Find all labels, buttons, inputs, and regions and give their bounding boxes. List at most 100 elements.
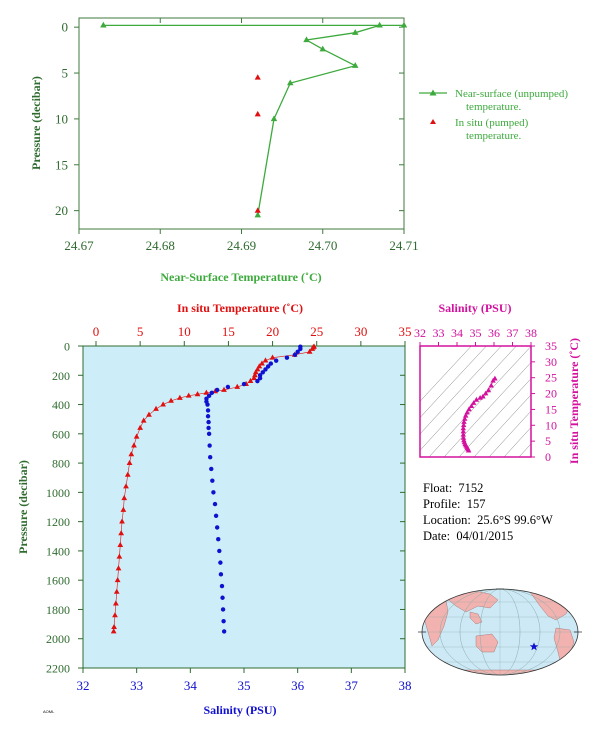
ts-density-contour (525, 326, 601, 467)
salinity-tick-label: 38 (399, 678, 412, 693)
salinity-point (206, 419, 211, 425)
near-surface-xtick-label: 24.67 (64, 238, 94, 253)
land-south-america (553, 627, 575, 669)
pressure-tick-label: 2000 (46, 632, 70, 646)
temperature-tick-label: 10 (178, 324, 191, 339)
near-surface-pumped-point (254, 110, 261, 117)
ts-point (468, 403, 475, 409)
near-surface-unpumped-point (400, 21, 408, 28)
pressure-tick-label: 1000 (46, 486, 70, 500)
salinity-point (218, 572, 224, 577)
ts-ytick-label: 30 (545, 355, 557, 369)
ts-xtick-label: 38 (525, 326, 537, 340)
salinity-point (206, 431, 212, 437)
salinity-point (205, 408, 211, 413)
temperature-point (140, 417, 147, 423)
temperature-point (120, 506, 127, 512)
ts-point (482, 390, 489, 396)
salinity-point (211, 490, 216, 495)
ts-point (470, 400, 477, 405)
ts-ytick-label: 5 (545, 434, 551, 448)
salinity-point (214, 387, 220, 393)
near-surface-ytick-label: 10 (55, 111, 68, 126)
temperature-tick-label: 0 (93, 324, 100, 339)
profile-bottom-xlabel: Salinity (PSU) (203, 703, 276, 717)
temperature-point (146, 411, 152, 417)
temperature-point (118, 530, 125, 536)
near-surface-series (100, 21, 408, 218)
ts-density-contour (420, 346, 502, 435)
temperature-point (203, 389, 210, 395)
ts-point (480, 393, 486, 399)
salinity-point (219, 583, 225, 589)
legend-label-unpumped-2: temperature. (466, 101, 522, 113)
profile-series (110, 343, 317, 634)
ts-ytick-label: 20 (545, 387, 557, 401)
temperature-tick-label: 30 (354, 324, 367, 339)
ts-xtick-label: 32 (414, 326, 426, 340)
ts-point (460, 434, 467, 440)
near-surface-unpumped-point (270, 115, 278, 122)
temperature-tick-label: 25 (310, 324, 323, 339)
float-row: Float: 7152 (423, 481, 484, 495)
temperature-point (133, 433, 140, 439)
ts-density-contour (420, 346, 517, 451)
near-surface-ytick-label: 5 (62, 66, 69, 81)
ts-xtick-label: 34 (451, 326, 463, 340)
temperature-point (251, 375, 257, 381)
near-surface-legend: Near-surface (unpumped) temperature. In … (419, 88, 568, 142)
location-map (418, 588, 582, 676)
salinity-point (221, 618, 226, 624)
pressure-tick-label: 0 (64, 340, 70, 354)
near-surface-xlabel: Near-Surface Temperature (˚C) (160, 270, 321, 284)
profile-number: 157 (466, 497, 486, 511)
salinity-point (268, 361, 274, 366)
near-surface-unpumped-point (352, 29, 359, 35)
salinity-point (265, 364, 271, 369)
ts-density-contour (443, 362, 531, 457)
salinity-point (205, 402, 210, 407)
near-surface-unpumped-line (103, 24, 404, 216)
temperature-point (137, 424, 144, 430)
ts-point (462, 415, 468, 421)
salinity-tick-label: 33 (130, 678, 143, 693)
near-surface-xtick-label: 24.69 (227, 238, 256, 253)
pressure-tick-label: 800 (52, 457, 70, 471)
pressure-tick-label: 200 (52, 369, 70, 383)
salinity-point (217, 548, 222, 554)
temperature-point (168, 397, 174, 403)
near-surface-ytick-label: 20 (55, 203, 68, 218)
temperature-point (112, 600, 119, 606)
ts-xlabel: Salinity (PSU) (438, 301, 511, 315)
near-surface-pumped-point (254, 207, 261, 213)
near-surface-unpumped-point (100, 21, 107, 28)
legend-label-pumped-1: In situ (pumped) (455, 117, 529, 129)
salinity-point (255, 378, 260, 384)
date-row: Date: 04/01/2015 (423, 529, 514, 543)
temperature-tick-label: 20 (266, 324, 279, 339)
temperature-point (112, 612, 118, 618)
pressure-tick-label: 1200 (46, 515, 70, 529)
pressure-tick-label: 600 (52, 427, 70, 441)
location-value: 25.6°S 99.6°W (477, 513, 553, 527)
ts-density-contour (458, 378, 531, 457)
near-surface-unpumped-point (319, 45, 326, 52)
ts-density-contour (518, 443, 531, 457)
ts-ytick-label: 0 (545, 450, 551, 464)
salinity-point (206, 393, 212, 398)
salinity-tick-label: 37 (345, 678, 359, 693)
salinity-point (220, 595, 225, 600)
profile-row: Profile: 157 (423, 497, 486, 511)
ts-point (461, 419, 467, 424)
profile-plot-area (82, 345, 406, 669)
salinity-point (206, 425, 211, 431)
legend-label-pumped-2: temperature. (466, 130, 522, 142)
legend-marker-unpumped (429, 89, 437, 96)
float-number: 7152 (458, 481, 484, 495)
temperature-point (111, 623, 117, 629)
ts-ytick-label: 10 (545, 418, 557, 432)
pressure-tick-label: 1400 (46, 544, 70, 558)
temperature-point (306, 348, 313, 354)
near-surface-unpumped-point (303, 36, 310, 43)
